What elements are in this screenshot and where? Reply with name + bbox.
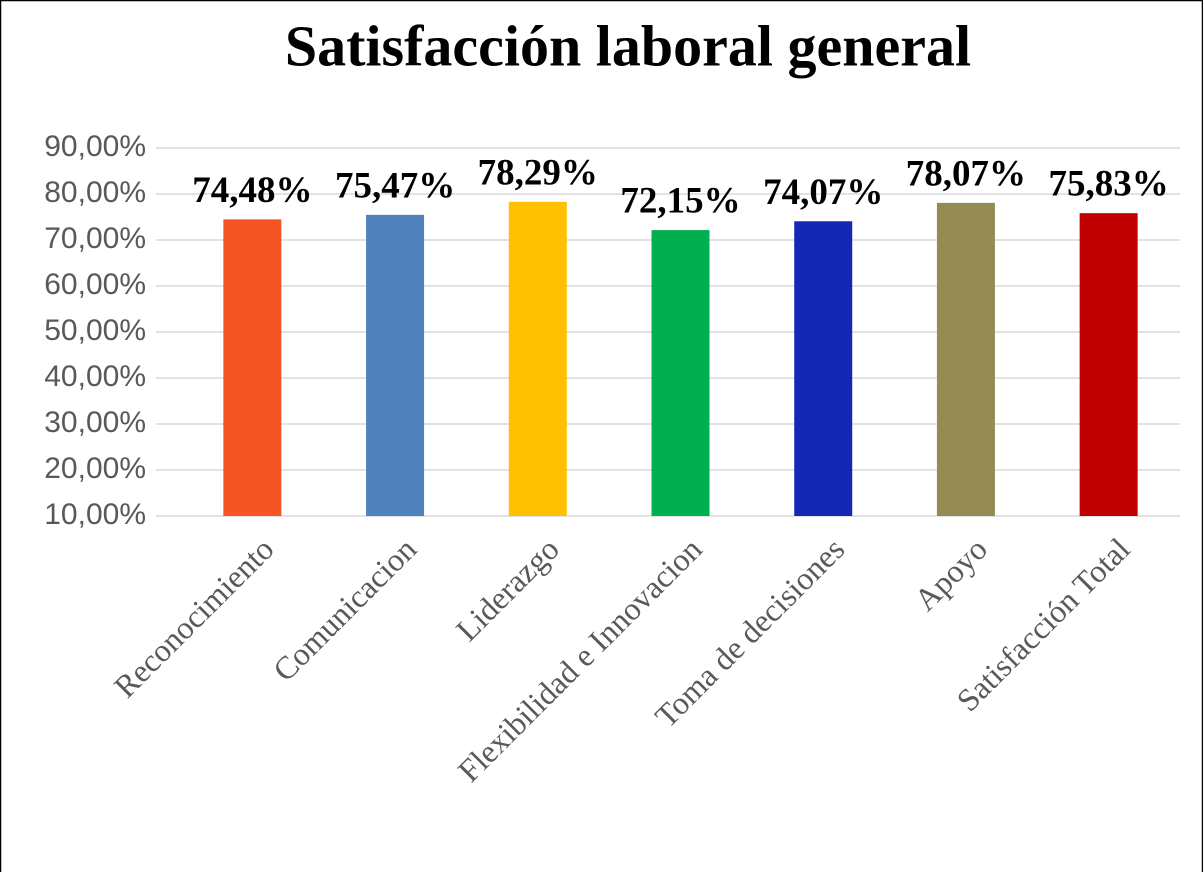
data-label: 74,07% (763, 172, 883, 213)
data-label: 78,07% (906, 153, 1026, 194)
y-tick-label: 60,00% (44, 268, 146, 301)
chart-title: Satisfacción laboral general (285, 13, 971, 78)
y-tick-label: 50,00% (44, 314, 146, 347)
y-tick-label: 20,00% (44, 452, 146, 485)
bar (223, 219, 282, 516)
x-tick-label: Liderazgo (449, 531, 566, 648)
y-tick-label: 90,00% (44, 130, 146, 163)
x-tick-label: Reconocimiento (107, 531, 281, 705)
y-tick-label: 40,00% (44, 360, 146, 393)
bar (651, 230, 710, 517)
data-label: 75,47% (335, 165, 455, 206)
y-tick-label: 10,00% (44, 498, 146, 531)
x-tick-label: Flexibilidad e Innovacion (451, 531, 709, 789)
bar (366, 214, 425, 516)
bar (508, 201, 567, 516)
bar (794, 221, 853, 516)
data-label: 75,83% (1049, 164, 1169, 205)
data-label: 74,48% (192, 170, 312, 211)
data-label: 78,29% (478, 152, 598, 193)
y-tick-label: 70,00% (44, 222, 146, 255)
y-tick-label: 30,00% (44, 406, 146, 439)
x-tick-label: Comunicacion (266, 531, 423, 688)
y-tick-label: 80,00% (44, 176, 146, 209)
x-tick-label: Apoyo (907, 531, 994, 618)
bar (936, 202, 995, 517)
data-label: 72,15% (620, 181, 740, 222)
bar (1079, 213, 1138, 516)
